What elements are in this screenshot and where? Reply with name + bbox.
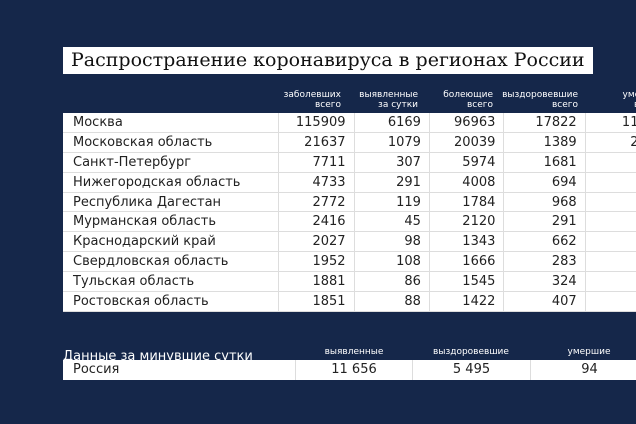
region-name: Нижегородская область [73, 174, 241, 190]
cell-value: 115909 [278, 113, 353, 132]
cell-value: 1952 [278, 252, 353, 272]
cell-value: 407 [503, 292, 584, 311]
table-row: Москва 115909616996963178221124 [63, 113, 636, 133]
summary-table: Россия 11 656 5 495 94 [63, 360, 636, 380]
cell-value: 88 [353, 292, 429, 311]
cell-value: 283 [503, 252, 584, 272]
table-row: Санкт-Петербург 77113075974168156 [63, 152, 636, 173]
region-name: Москва [73, 115, 123, 130]
cell-value: 3 [584, 252, 636, 272]
column-header-line: всего [314, 100, 341, 110]
column-header: выздоровевшие всего [488, 90, 578, 110]
region-name: Тульская область [73, 274, 195, 290]
cell-value: 1124 [584, 113, 636, 132]
region-name: Московская область [73, 134, 213, 150]
column-header-line: всего [466, 100, 493, 110]
cell-value: 98 [353, 232, 429, 252]
cell-value: 968 [503, 192, 584, 212]
cell-value: 22 [584, 232, 636, 252]
cell-value: 307 [353, 152, 429, 172]
cell-value: 209 [584, 132, 636, 152]
cell-value: 291 [353, 172, 429, 192]
cell-value: 31 [584, 172, 636, 192]
column-header: болеющие всего [403, 90, 493, 110]
region-name: Свердловская область [73, 254, 229, 270]
cell-value: 5 [584, 212, 636, 232]
table-row: Республика Дагестан 2772119178496820 [63, 192, 636, 213]
column-header-line: выявленные [359, 90, 418, 100]
cell-value: 662 [503, 232, 584, 252]
region-name: Ростовская область [73, 294, 209, 310]
cell-value: 2120 [428, 212, 503, 232]
column-header-line: за сутки [378, 100, 418, 110]
summary-header: умершие [567, 347, 611, 357]
column-header-line: всего [551, 100, 578, 110]
cell-value: 22 [584, 292, 636, 311]
column-header-line: всего [570, 100, 636, 110]
cell-value: 96963 [428, 113, 503, 132]
summary-value: 94 [530, 360, 636, 380]
cell-value: 5974 [428, 152, 503, 172]
cell-value: 86 [353, 272, 429, 292]
cell-value: 1881 [278, 272, 353, 292]
cell-value: 17822 [503, 113, 584, 132]
cell-value: 1666 [428, 252, 503, 272]
summary-value: 5 495 [412, 360, 530, 380]
cell-value: 1389 [503, 132, 584, 152]
cell-value: 291 [503, 212, 584, 232]
region-name: Санкт-Петербург [73, 154, 192, 170]
summary-header: выздоровевшие [433, 347, 509, 357]
table-row: Ростовская область 185188142240722 [63, 292, 636, 312]
cell-value: 1545 [428, 272, 503, 292]
table-row: Мурманская область 24164521202915 [63, 212, 636, 233]
summary-region: Россия [73, 362, 120, 377]
cell-value: 20 [584, 192, 636, 212]
region-name: Краснодарский край [73, 234, 216, 250]
table-row: Свердловская область 195210816662833 [63, 252, 636, 273]
cell-value: 2027 [278, 232, 353, 252]
table-row: Краснодарский край 202798134366222 [63, 232, 636, 253]
column-header: умершивсего [570, 90, 636, 110]
column-header-line: заболевших [283, 90, 341, 100]
cell-value: 4733 [278, 172, 353, 192]
column-header-line: выздоровевшие [502, 90, 578, 100]
cell-value: 1343 [428, 232, 503, 252]
cell-value: 12 [584, 272, 636, 292]
cell-value: 119 [353, 192, 429, 212]
table-row: Тульская область 188186154532412 [63, 272, 636, 293]
cell-value: 20039 [428, 132, 503, 152]
cell-value: 1681 [503, 152, 584, 172]
cell-value: 7711 [278, 152, 353, 172]
cell-value: 4008 [428, 172, 503, 192]
cell-value: 45 [353, 212, 429, 232]
table-row: Московская область 216371079200391389209 [63, 132, 636, 153]
cell-value: 108 [353, 252, 429, 272]
cell-value: 21637 [278, 132, 353, 152]
cell-value: 324 [503, 272, 584, 292]
cell-value: 1422 [428, 292, 503, 311]
cell-value: 1851 [278, 292, 353, 311]
summary-header: выявленные [324, 347, 384, 357]
regions-table: Москва115909616996963178221124Московская… [63, 113, 636, 312]
cell-value: 2772 [278, 192, 353, 212]
column-header: заболевших всего [251, 90, 341, 110]
column-header-line: умерши [622, 90, 636, 100]
cell-value: 2416 [278, 212, 353, 232]
cell-value: 56 [584, 152, 636, 172]
cell-value: 1784 [428, 192, 503, 212]
region-name: Мурманская область [73, 214, 216, 230]
cell-value: 694 [503, 172, 584, 192]
region-name: Республика Дагестан [73, 194, 222, 210]
summary-value: 11 656 [295, 360, 412, 380]
cell-value: 1079 [353, 132, 429, 152]
column-header: выявленные за сутки [328, 90, 418, 110]
table-row: Нижегородская область 4733291400869431 [63, 172, 636, 193]
column-header-line: болеющие [443, 90, 493, 100]
page-title: Распространение коронавируса в регионах … [63, 47, 593, 74]
cell-value: 6169 [353, 113, 429, 132]
